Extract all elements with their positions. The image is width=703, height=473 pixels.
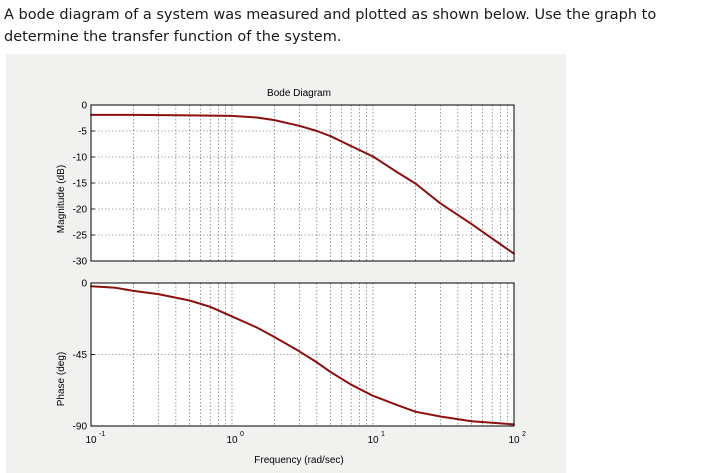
magnitude-data-point	[273, 119, 276, 121]
phase-data-point	[298, 350, 301, 353]
x-tick-exponent: -1	[99, 431, 105, 438]
x-tick-label: 10	[226, 435, 238, 446]
phase-data-point	[470, 420, 473, 423]
phase-data-point	[350, 383, 353, 386]
phase-data-point	[157, 293, 160, 296]
magnitude-data-point	[132, 113, 135, 116]
magnitude-data-point	[439, 202, 442, 205]
magnitude-y-tick-label: 0	[81, 101, 87, 112]
phase-data-point	[329, 371, 332, 373]
magnitude-data-point	[315, 130, 318, 132]
phase-data-point	[396, 404, 399, 407]
phase-y-tick-label: -45	[73, 350, 88, 361]
magnitude-y-tick-label: -30	[73, 257, 88, 268]
magnitude-data-point	[255, 116, 258, 119]
magnitude-axis-label: Magnitude (dB)	[56, 165, 67, 233]
magnitude-data-point	[350, 145, 353, 147]
phase-data-point	[188, 299, 191, 302]
phase-y-tick-label: -90	[73, 422, 88, 433]
magnitude-y-tick-label: -5	[78, 127, 87, 138]
phase-data-point	[114, 286, 117, 289]
magnitude-data-point	[231, 115, 233, 117]
magnitude-y-tick-label: -15	[73, 179, 88, 190]
magnitude-data-point	[372, 155, 374, 158]
magnitude-data-point	[188, 114, 191, 117]
x-tick-label: 10	[508, 435, 520, 446]
x-tick-label: 10	[367, 435, 379, 446]
chart-title: Bode Diagram	[267, 88, 331, 99]
phase-data-point	[132, 290, 135, 292]
x-axis-label: Frequency (rad/sec)	[254, 455, 343, 466]
x-tick-exponent: 2	[522, 431, 526, 438]
question-text: A bode diagram of a system was measured …	[4, 7, 657, 45]
phase-axis-label: Phase (deg)	[56, 352, 67, 406]
magnitude-data-point	[396, 171, 399, 174]
magnitude-y-tick-label: -20	[73, 205, 88, 216]
phase-data-point	[372, 394, 374, 397]
magnitude-panel: 0 -5 -10 -15 -20 -25 -30	[73, 101, 515, 268]
magnitude-frame	[90, 104, 515, 262]
phase-data-point	[414, 410, 417, 413]
x-tick-exponent: 0	[240, 431, 244, 438]
phase-data-point	[231, 315, 233, 318]
phase-frame	[90, 282, 515, 427]
phase-data-point	[315, 361, 318, 364]
x-tick-exponent: 1	[381, 431, 385, 438]
magnitude-data-point	[491, 237, 494, 240]
phase-data-point	[491, 421, 494, 424]
phase-panel: 0 -45 -90	[73, 279, 515, 433]
magnitude-data-point	[298, 124, 301, 127]
phase-data-point	[273, 336, 276, 338]
phase-curve	[90, 285, 515, 426]
phase-data-point	[439, 415, 442, 418]
magnitude-data-point	[414, 182, 417, 185]
magnitude-y-tick-label: -25	[73, 231, 88, 242]
phase-data-point	[255, 326, 258, 329]
phase-y-tick-label: 0	[81, 279, 87, 290]
magnitude-data-point	[470, 223, 473, 225]
bode-figure: Bode Diagram 0 -5 -10 -15 -20 -25 -30 0 -45 -90 …	[6, 54, 566, 473]
x-tick-label: 10	[85, 435, 97, 446]
magnitude-y-tick-label: -10	[73, 153, 88, 164]
magnitude-data-point	[329, 135, 332, 138]
bode-chart: Bode Diagram 0-5-10-15-20-25-30 0-45-90 …	[56, 88, 526, 466]
phase-data-point	[209, 305, 212, 308]
